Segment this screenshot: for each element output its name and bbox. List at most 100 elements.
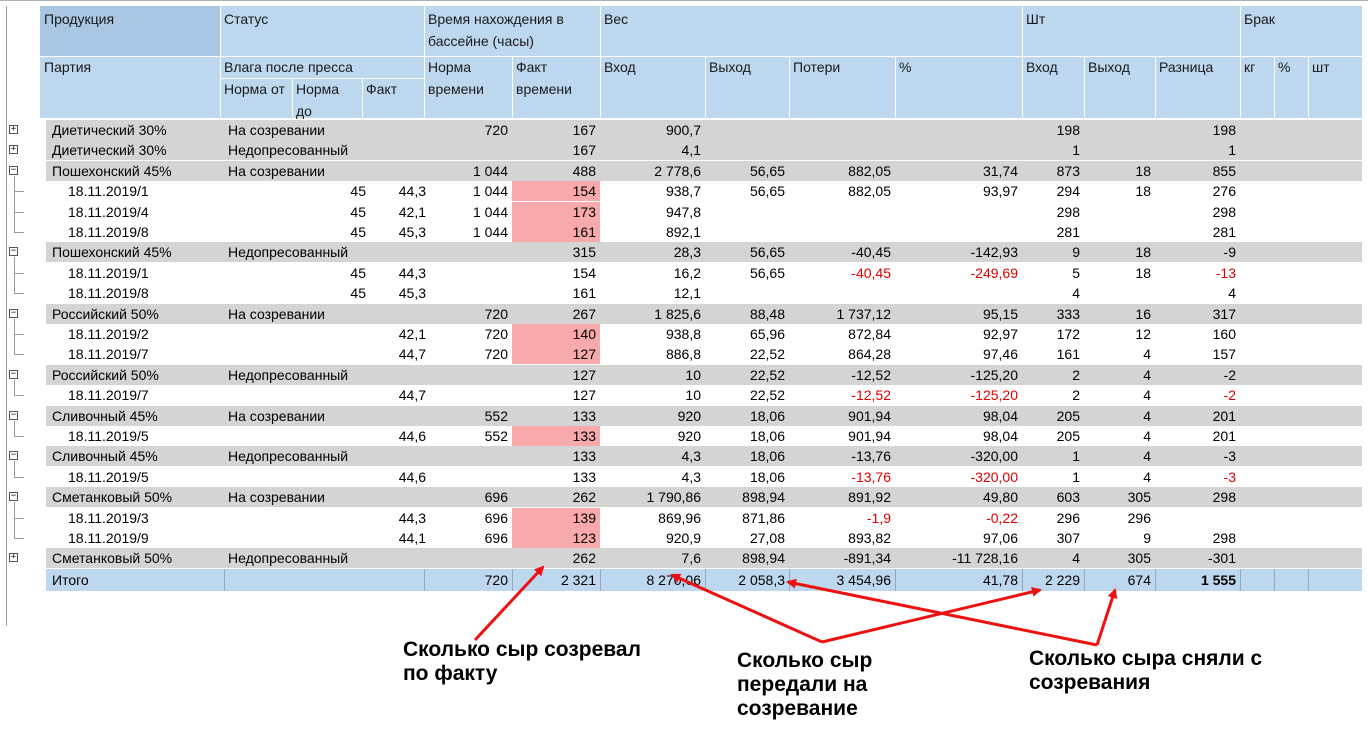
cell-name[interactable]: 18.11.2019/8: [68, 224, 149, 240]
cell-name[interactable]: Диетический 30%: [52, 122, 167, 138]
cell-raznica[interactable]: -13: [1215, 264, 1236, 281]
header-pieces[interactable]: Шт: [1026, 11, 1046, 27]
cell-name[interactable]: Пошехонский 45%: [52, 162, 172, 179]
cell-raznica[interactable]: 198: [1212, 122, 1236, 138]
cell-fakt[interactable]: 44,3: [398, 264, 426, 281]
cell-status[interactable]: На созревании: [228, 305, 326, 322]
cell-status[interactable]: Недопресованный: [228, 366, 349, 383]
cell-fakt-vr[interactable]: 133: [572, 407, 596, 424]
cell-sht-in[interactable]: 333: [1056, 305, 1080, 322]
cell-pct[interactable]: 97,06: [982, 530, 1018, 546]
cell-sht-out[interactable]: 18: [1135, 162, 1151, 179]
cell-name[interactable]: Российский 50%: [52, 305, 159, 322]
cell-norma-vr[interactable]: 1 044: [472, 183, 508, 200]
table-row[interactable]: 18.11.2019/5 44,6 552 133 920 18,06 901,94 98,0…: [46, 426, 1362, 446]
cell-pct[interactable]: 98,04: [982, 428, 1018, 444]
table-row[interactable]: 18.11.2019/9 44,1 696 123 920,9 27,08 893,82 97…: [46, 528, 1362, 548]
group-row[interactable]: Сметанковый 50% На созревании 696 262 1 790,…: [46, 487, 1362, 508]
cell-sht-out[interactable]: 4: [1143, 346, 1151, 363]
cell-sht-in[interactable]: 205: [1056, 428, 1080, 444]
cell-norma-vr[interactable]: 1 044: [472, 162, 508, 179]
cell-ves-in[interactable]: 886,8: [665, 346, 701, 363]
cell-fakt[interactable]: 45,3: [398, 285, 426, 302]
cell-pct[interactable]: -320,00: [970, 448, 1018, 465]
cell-fakt[interactable]: 44,7: [398, 387, 426, 404]
group-row[interactable]: Диетический 30% На созревании 720 167 900,7 1…: [46, 120, 1362, 140]
cell-sht-in[interactable]: 5: [1072, 264, 1080, 281]
header-losses[interactable]: Потери: [793, 59, 841, 75]
cell-sht-out[interactable]: 4: [1143, 428, 1151, 444]
table-row[interactable]: 18.11.2019/1 45 44,3 1 044 154 938,7 56,65 882,…: [46, 181, 1362, 202]
cell-ves-in[interactable]: 869,96: [658, 509, 701, 526]
cell-fakt-vr[interactable]: 167: [572, 142, 596, 159]
cell-fakt[interactable]: 44,3: [398, 509, 426, 526]
cell-poteri[interactable]: 864,28: [848, 346, 891, 363]
cell-ves-out[interactable]: 56,65: [749, 183, 785, 200]
cell-sht-in[interactable]: 1: [1072, 468, 1080, 485]
header-defect-kg[interactable]: кг: [1244, 59, 1256, 75]
group-row[interactable]: Сметанковый 50% Недопресованный 262 7,6 898,…: [46, 548, 1362, 569]
cell-ves-in[interactable]: 16,2: [673, 264, 701, 281]
cell-name[interactable]: Российский 50%: [52, 366, 159, 383]
cell-sht-out[interactable]: 9: [1143, 530, 1151, 546]
header-status[interactable]: Статус: [224, 11, 269, 27]
cell-poteri[interactable]: 901,94: [848, 428, 891, 444]
group-row[interactable]: Сливочный 45% На созревании 552 133 920 18,06…: [46, 405, 1362, 426]
cell-sht-in[interactable]: 2: [1072, 387, 1080, 404]
cell-raznica[interactable]: 855: [1212, 162, 1236, 179]
cell-poteri[interactable]: -891,34: [843, 550, 891, 567]
cell-raznica[interactable]: 160: [1212, 326, 1236, 342]
cell-ves-in[interactable]: 4,3: [681, 448, 701, 465]
cell-raznica[interactable]: 298: [1212, 203, 1236, 220]
cell-raznica[interactable]: -9: [1223, 244, 1236, 261]
cell-name[interactable]: 18.11.2019/5: [68, 468, 149, 485]
cell-norma-vr[interactable]: 720: [484, 326, 508, 342]
cell-poteri[interactable]: -40,45: [851, 244, 891, 261]
cell-sht-in[interactable]: 281: [1056, 224, 1080, 240]
cell-sht-in[interactable]: 172: [1056, 326, 1080, 342]
cell-ves-out[interactable]: 898,94: [742, 550, 785, 567]
cell-raznica[interactable]: 201: [1212, 407, 1236, 424]
cell-fakt-vr[interactable]: 127: [512, 344, 600, 365]
cell-norma-ot[interactable]: 45: [350, 285, 366, 302]
cell-fakt-vr[interactable]: 262: [572, 550, 596, 567]
cell-name[interactable]: 18.11.2019/5: [68, 428, 149, 444]
cell-name[interactable]: Сметанковый 50%: [52, 550, 173, 567]
cell-poteri[interactable]: 872,84: [848, 326, 891, 342]
table-row[interactable]: 18.11.2019/4 45 42,1 1 044 173 947,8 298 298: [46, 201, 1362, 222]
cell-fakt-vr[interactable]: 488: [572, 162, 596, 179]
cell-name[interactable]: 18.11.2019/1: [68, 183, 149, 200]
cell-fakt[interactable]: 44,6: [398, 428, 426, 444]
cell-name[interactable]: 18.11.2019/4: [68, 203, 149, 220]
header-pieces-out[interactable]: Выход: [1088, 59, 1130, 75]
cell-sht-in[interactable]: 198: [1056, 122, 1080, 138]
cell-sht-in[interactable]: 2: [1072, 366, 1080, 383]
cell-raznica[interactable]: -2: [1223, 366, 1236, 383]
cell-norma-ot[interactable]: 45: [350, 264, 366, 281]
cell-ves-out[interactable]: 27,08: [749, 530, 785, 546]
group-row[interactable]: Российский 50% На созревании 720 267 1 825,6…: [46, 303, 1362, 324]
cell-raznica[interactable]: 317: [1212, 305, 1236, 322]
header-product[interactable]: Продукция: [44, 11, 115, 27]
cell-fakt-vr[interactable]: 315: [572, 244, 596, 261]
cell-raznica[interactable]: 298: [1212, 530, 1236, 546]
cell-raznica[interactable]: 281: [1212, 224, 1236, 240]
cell-name[interactable]: Сливочный 45%: [52, 407, 158, 424]
cell-status[interactable]: На созревании: [228, 489, 326, 506]
cell-fakt-vr[interactable]: 173: [512, 201, 600, 222]
cell-pct[interactable]: -125,20: [970, 366, 1018, 383]
collapse-icon[interactable]: −: [9, 368, 18, 379]
cell-fakt-vr[interactable]: 123: [512, 528, 600, 548]
cell-sht-out[interactable]: 4: [1143, 468, 1151, 485]
cell-ves-out[interactable]: 56,65: [749, 244, 785, 261]
cell-sht-in[interactable]: 873: [1056, 162, 1080, 179]
cell-fakt[interactable]: 45,3: [398, 224, 426, 240]
cell-ves-in[interactable]: 2 778,6: [654, 162, 701, 179]
cell-ves-out[interactable]: 18,06: [749, 448, 785, 465]
cell-fakt-vr[interactable]: 127: [572, 366, 596, 383]
cell-pct[interactable]: -0,22: [986, 509, 1018, 526]
group-row[interactable]: Сливочный 45% Недопресованный 133 4,3 18,06 -…: [46, 446, 1362, 467]
cell-norma-vr[interactable]: 696: [484, 509, 508, 526]
cell-fakt[interactable]: 44,7: [398, 346, 426, 363]
cell-fakt[interactable]: 44,1: [398, 530, 426, 546]
